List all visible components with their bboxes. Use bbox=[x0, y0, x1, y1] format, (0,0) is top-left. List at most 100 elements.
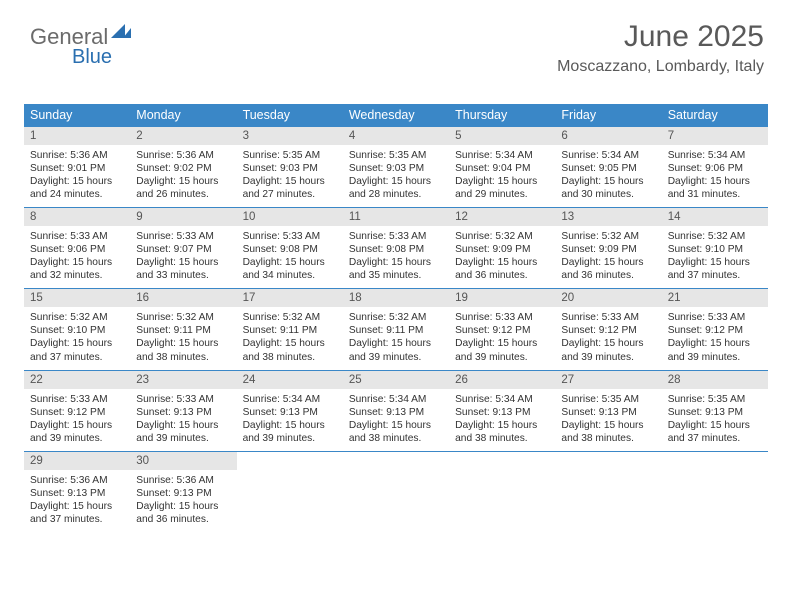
day-number: 22 bbox=[24, 371, 130, 389]
dayhead-sun: Sunday bbox=[24, 104, 130, 127]
day-info: Sunrise: 5:32 AMSunset: 9:11 PMDaylight:… bbox=[130, 307, 236, 363]
day-cell: 29Sunrise: 5:36 AMSunset: 9:13 PMDayligh… bbox=[24, 452, 130, 532]
day-number: 29 bbox=[24, 452, 130, 470]
day-cell: 2Sunrise: 5:36 AMSunset: 9:02 PMDaylight… bbox=[130, 127, 236, 207]
day-info: Sunrise: 5:34 AMSunset: 9:13 PMDaylight:… bbox=[237, 389, 343, 445]
day-number: 24 bbox=[237, 371, 343, 389]
day-info: Sunrise: 5:32 AMSunset: 9:09 PMDaylight:… bbox=[449, 226, 555, 282]
logo: General Blue bbox=[30, 24, 131, 50]
day-info: Sunrise: 5:33 AMSunset: 9:12 PMDaylight:… bbox=[449, 307, 555, 363]
day-cell: 7Sunrise: 5:34 AMSunset: 9:06 PMDaylight… bbox=[662, 127, 768, 207]
day-number: 15 bbox=[24, 289, 130, 307]
day-cell: 14Sunrise: 5:32 AMSunset: 9:10 PMDayligh… bbox=[662, 208, 768, 288]
dayhead-wed: Wednesday bbox=[343, 104, 449, 127]
day-cell: 20Sunrise: 5:33 AMSunset: 9:12 PMDayligh… bbox=[555, 289, 661, 369]
day-info: Sunrise: 5:35 AMSunset: 9:13 PMDaylight:… bbox=[662, 389, 768, 445]
day-cell: 17Sunrise: 5:32 AMSunset: 9:11 PMDayligh… bbox=[237, 289, 343, 369]
day-info: Sunrise: 5:33 AMSunset: 9:12 PMDaylight:… bbox=[555, 307, 661, 363]
weeks-container: 1Sunrise: 5:36 AMSunset: 9:01 PMDaylight… bbox=[24, 127, 768, 532]
day-cell: 28Sunrise: 5:35 AMSunset: 9:13 PMDayligh… bbox=[662, 371, 768, 451]
day-info: Sunrise: 5:36 AMSunset: 9:01 PMDaylight:… bbox=[24, 145, 130, 201]
header-right: June 2025 Moscazzano, Lombardy, Italy bbox=[557, 20, 764, 76]
day-number: 2 bbox=[130, 127, 236, 145]
dayhead-tue: Tuesday bbox=[237, 104, 343, 127]
day-number: 11 bbox=[343, 208, 449, 226]
dayhead-fri: Friday bbox=[555, 104, 661, 127]
logo-text-2: Blue bbox=[72, 46, 112, 69]
day-number: 30 bbox=[130, 452, 236, 470]
week-row: 1Sunrise: 5:36 AMSunset: 9:01 PMDaylight… bbox=[24, 127, 768, 208]
day-number: 25 bbox=[343, 371, 449, 389]
day-cell: 8Sunrise: 5:33 AMSunset: 9:06 PMDaylight… bbox=[24, 208, 130, 288]
day-cell: 21Sunrise: 5:33 AMSunset: 9:12 PMDayligh… bbox=[662, 289, 768, 369]
day-cell: 5Sunrise: 5:34 AMSunset: 9:04 PMDaylight… bbox=[449, 127, 555, 207]
day-info: Sunrise: 5:32 AMSunset: 9:09 PMDaylight:… bbox=[555, 226, 661, 282]
day-number: 17 bbox=[237, 289, 343, 307]
day-cell: 3Sunrise: 5:35 AMSunset: 9:03 PMDaylight… bbox=[237, 127, 343, 207]
day-number: 7 bbox=[662, 127, 768, 145]
week-row: 22Sunrise: 5:33 AMSunset: 9:12 PMDayligh… bbox=[24, 371, 768, 452]
week-row: 8Sunrise: 5:33 AMSunset: 9:06 PMDaylight… bbox=[24, 208, 768, 289]
day-number: 4 bbox=[343, 127, 449, 145]
day-info: Sunrise: 5:34 AMSunset: 9:13 PMDaylight:… bbox=[343, 389, 449, 445]
logo-triangle-icon-2 bbox=[123, 28, 131, 38]
day-cell: 4Sunrise: 5:35 AMSunset: 9:03 PMDaylight… bbox=[343, 127, 449, 207]
day-number: 5 bbox=[449, 127, 555, 145]
day-info: Sunrise: 5:32 AMSunset: 9:11 PMDaylight:… bbox=[343, 307, 449, 363]
day-cell: 11Sunrise: 5:33 AMSunset: 9:08 PMDayligh… bbox=[343, 208, 449, 288]
day-number: 14 bbox=[662, 208, 768, 226]
day-number: 10 bbox=[237, 208, 343, 226]
day-info: Sunrise: 5:35 AMSunset: 9:13 PMDaylight:… bbox=[555, 389, 661, 445]
day-cell bbox=[343, 452, 449, 532]
day-number: 8 bbox=[24, 208, 130, 226]
calendar: Sunday Monday Tuesday Wednesday Thursday… bbox=[24, 104, 768, 532]
day-cell: 30Sunrise: 5:36 AMSunset: 9:13 PMDayligh… bbox=[130, 452, 236, 532]
day-number: 6 bbox=[555, 127, 661, 145]
day-number: 16 bbox=[130, 289, 236, 307]
day-cell: 22Sunrise: 5:33 AMSunset: 9:12 PMDayligh… bbox=[24, 371, 130, 451]
dayhead-thu: Thursday bbox=[449, 104, 555, 127]
dayhead-sat: Saturday bbox=[662, 104, 768, 127]
day-number: 9 bbox=[130, 208, 236, 226]
day-cell: 27Sunrise: 5:35 AMSunset: 9:13 PMDayligh… bbox=[555, 371, 661, 451]
day-cell: 24Sunrise: 5:34 AMSunset: 9:13 PMDayligh… bbox=[237, 371, 343, 451]
day-header-row: Sunday Monday Tuesday Wednesday Thursday… bbox=[24, 104, 768, 127]
day-number: 19 bbox=[449, 289, 555, 307]
day-number: 21 bbox=[662, 289, 768, 307]
location-text: Moscazzano, Lombardy, Italy bbox=[557, 58, 764, 76]
day-cell bbox=[555, 452, 661, 532]
day-info: Sunrise: 5:34 AMSunset: 9:05 PMDaylight:… bbox=[555, 145, 661, 201]
day-info: Sunrise: 5:34 AMSunset: 9:13 PMDaylight:… bbox=[449, 389, 555, 445]
day-number: 1 bbox=[24, 127, 130, 145]
day-cell: 15Sunrise: 5:32 AMSunset: 9:10 PMDayligh… bbox=[24, 289, 130, 369]
day-number: 26 bbox=[449, 371, 555, 389]
day-cell: 6Sunrise: 5:34 AMSunset: 9:05 PMDaylight… bbox=[555, 127, 661, 207]
day-info: Sunrise: 5:36 AMSunset: 9:02 PMDaylight:… bbox=[130, 145, 236, 201]
day-info: Sunrise: 5:36 AMSunset: 9:13 PMDaylight:… bbox=[130, 470, 236, 526]
day-cell: 25Sunrise: 5:34 AMSunset: 9:13 PMDayligh… bbox=[343, 371, 449, 451]
day-number: 28 bbox=[662, 371, 768, 389]
day-number: 12 bbox=[449, 208, 555, 226]
day-cell: 26Sunrise: 5:34 AMSunset: 9:13 PMDayligh… bbox=[449, 371, 555, 451]
day-info: Sunrise: 5:33 AMSunset: 9:08 PMDaylight:… bbox=[343, 226, 449, 282]
day-number: 27 bbox=[555, 371, 661, 389]
day-cell: 19Sunrise: 5:33 AMSunset: 9:12 PMDayligh… bbox=[449, 289, 555, 369]
day-info: Sunrise: 5:35 AMSunset: 9:03 PMDaylight:… bbox=[343, 145, 449, 201]
day-cell: 13Sunrise: 5:32 AMSunset: 9:09 PMDayligh… bbox=[555, 208, 661, 288]
day-info: Sunrise: 5:33 AMSunset: 9:12 PMDaylight:… bbox=[662, 307, 768, 363]
day-cell bbox=[237, 452, 343, 532]
day-cell: 10Sunrise: 5:33 AMSunset: 9:08 PMDayligh… bbox=[237, 208, 343, 288]
day-info: Sunrise: 5:34 AMSunset: 9:06 PMDaylight:… bbox=[662, 145, 768, 201]
day-cell: 9Sunrise: 5:33 AMSunset: 9:07 PMDaylight… bbox=[130, 208, 236, 288]
day-number: 20 bbox=[555, 289, 661, 307]
day-cell: 18Sunrise: 5:32 AMSunset: 9:11 PMDayligh… bbox=[343, 289, 449, 369]
day-info: Sunrise: 5:33 AMSunset: 9:08 PMDaylight:… bbox=[237, 226, 343, 282]
day-info: Sunrise: 5:33 AMSunset: 9:12 PMDaylight:… bbox=[24, 389, 130, 445]
day-info: Sunrise: 5:34 AMSunset: 9:04 PMDaylight:… bbox=[449, 145, 555, 201]
day-cell bbox=[449, 452, 555, 532]
day-info: Sunrise: 5:33 AMSunset: 9:07 PMDaylight:… bbox=[130, 226, 236, 282]
day-cell: 12Sunrise: 5:32 AMSunset: 9:09 PMDayligh… bbox=[449, 208, 555, 288]
day-info: Sunrise: 5:32 AMSunset: 9:10 PMDaylight:… bbox=[24, 307, 130, 363]
day-cell: 23Sunrise: 5:33 AMSunset: 9:13 PMDayligh… bbox=[130, 371, 236, 451]
day-info: Sunrise: 5:33 AMSunset: 9:06 PMDaylight:… bbox=[24, 226, 130, 282]
